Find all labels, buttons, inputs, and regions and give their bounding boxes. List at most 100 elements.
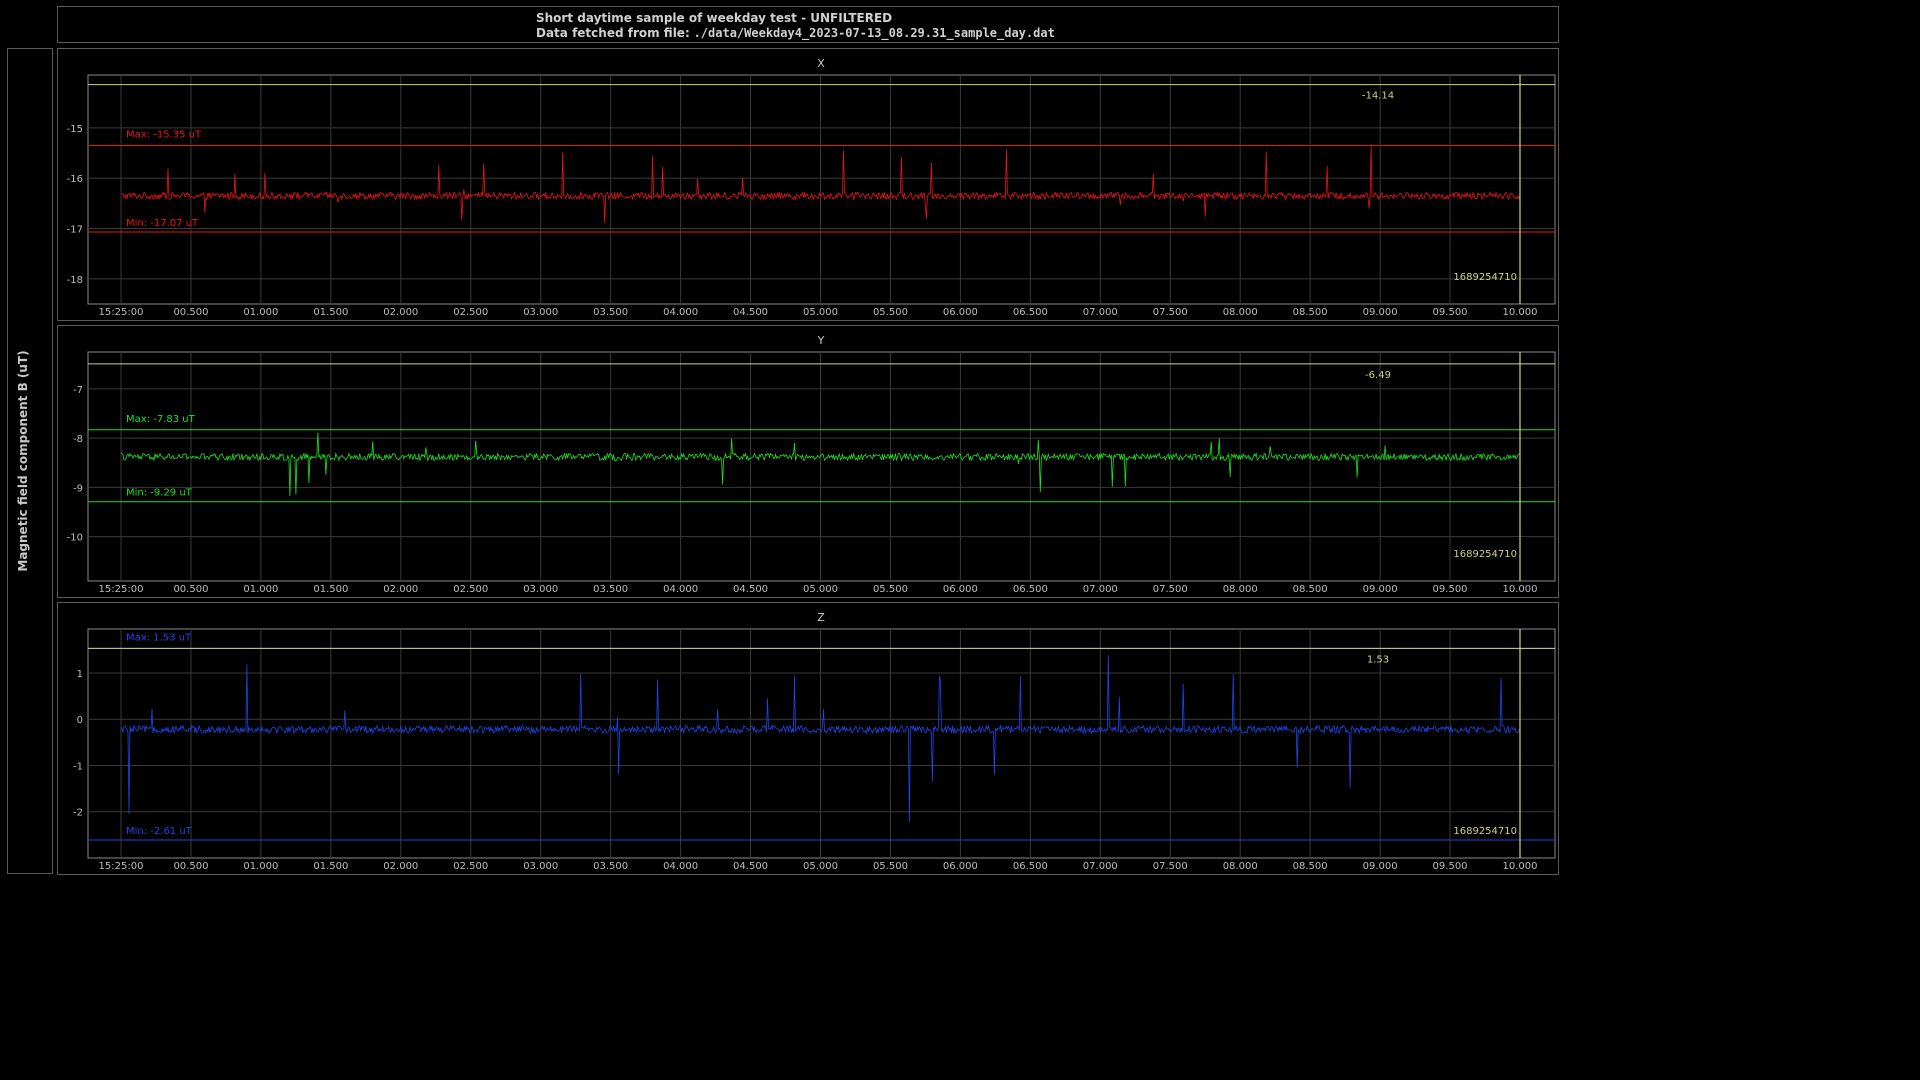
- x-tick-label: 02.500: [453, 584, 488, 595]
- y-tick-label: -18: [67, 275, 83, 286]
- x-tick-label: 02.500: [453, 307, 488, 318]
- y-tick-label: -15: [67, 124, 83, 135]
- y-tick-label: -2: [73, 808, 83, 819]
- x-tick-label: 01.500: [313, 861, 348, 872]
- x-tick-label: 05.500: [873, 307, 908, 318]
- min-label: Min: -2.61 uT: [126, 826, 193, 837]
- x-tick-label: 04.500: [733, 584, 768, 595]
- panel-x: X 15:25:00 00.500 01.000 01.500 02.000 02.500 0…: [57, 48, 1559, 321]
- x-tick-label: 06.000: [943, 584, 978, 595]
- cursor-value-label: 1.53: [1367, 654, 1389, 665]
- y-tick-label: -17: [67, 225, 83, 236]
- x-tick-label: 04.500: [733, 861, 768, 872]
- chart-z: Z 15:25:00 00.500 01.000 01.500 02.000 02.500 0…: [58, 603, 1558, 874]
- panel-title: Z: [817, 611, 825, 624]
- x-tick-label: 08.500: [1293, 307, 1328, 318]
- chart-title: Short daytime sample of weekday test - U…: [536, 11, 892, 25]
- x-tick-label: 02.500: [453, 861, 488, 872]
- x-tick-label: 03.000: [523, 307, 558, 318]
- panel-title: Y: [817, 334, 825, 347]
- x-tick-label: 00.500: [173, 584, 208, 595]
- x-tick-label: 03.500: [593, 861, 628, 872]
- x-tick-label: 10.000: [1503, 584, 1538, 595]
- y-tick-label: -7: [73, 385, 83, 396]
- x-tick-label: 01.500: [313, 584, 348, 595]
- x-tick-label: 02.000: [383, 584, 418, 595]
- x-tick-label: 05.500: [873, 584, 908, 595]
- x-tick-label: 02.000: [383, 861, 418, 872]
- max-label: Max: -15.35 uT: [126, 129, 202, 140]
- x-tick-label: 07.500: [1153, 307, 1188, 318]
- x-tick-label: 07.000: [1083, 307, 1118, 318]
- y-tick-label: -1: [73, 761, 83, 772]
- x-tick-label: 04.000: [663, 307, 698, 318]
- plot-frame: [88, 629, 1555, 858]
- x-tick-label: 10.000: [1503, 307, 1538, 318]
- cursor-time-label: 1689254710: [1453, 549, 1517, 560]
- x-tick-label: 02.000: [383, 307, 418, 318]
- cursor-time-label: 1689254710: [1453, 272, 1517, 283]
- x-tick-label: 06.000: [943, 861, 978, 872]
- x-tick-label: 08.000: [1223, 307, 1258, 318]
- y-axis-label-box: [7, 48, 53, 874]
- x-tick-label: 05.000: [803, 861, 838, 872]
- x-tick-label: 07.000: [1083, 584, 1118, 595]
- y-tick-label: -10: [67, 533, 83, 544]
- x-tick-label: 05.000: [803, 584, 838, 595]
- y-axis-label: Magnetic field component B (uT): [16, 350, 30, 571]
- x-tick-label: 07.500: [1153, 584, 1188, 595]
- x-tick-label: 01.000: [243, 584, 278, 595]
- y-tick-label: -16: [67, 174, 83, 185]
- x-tick-label: 07.500: [1153, 861, 1188, 872]
- x-tick-label: 04.000: [663, 861, 698, 872]
- x-tick-label: 07.000: [1083, 861, 1118, 872]
- panel-y: Y 15:25:00 00.500 01.000 01.500 02.000 02.500 0…: [57, 325, 1559, 598]
- chart-y: Y 15:25:00 00.500 01.000 01.500 02.000 02.500 0…: [58, 326, 1558, 597]
- x-tick-label: 09.000: [1363, 861, 1398, 872]
- cursor-value-label: -14.14: [1362, 91, 1394, 102]
- x-tick-label: 08.000: [1223, 584, 1258, 595]
- x-tick-label: 06.500: [1013, 307, 1048, 318]
- panel-title: X: [817, 57, 825, 70]
- x-tick-label: 10.000: [1503, 861, 1538, 872]
- max-label: Max: -7.83 uT: [126, 414, 196, 425]
- x-tick-label: 06.500: [1013, 584, 1048, 595]
- x-tick-label: 15:25:00: [99, 861, 144, 872]
- x-tick-label: 08.500: [1293, 861, 1328, 872]
- x-tick-label: 01.000: [243, 861, 278, 872]
- min-label: Min: -17.07 uT: [126, 218, 199, 229]
- x-tick-label: 03.500: [593, 584, 628, 595]
- x-tick-label: 00.500: [173, 861, 208, 872]
- x-tick-label: 09.500: [1433, 584, 1468, 595]
- y-tick-label: 0: [77, 715, 83, 726]
- y-tick-label: -9: [73, 483, 83, 494]
- y-tick-label: -8: [73, 434, 83, 445]
- cursor-value-label: -6.49: [1365, 370, 1391, 381]
- subtitle-file-path: ./data/Weekday4_2023-07-13_08.29.31_samp…: [694, 26, 1055, 40]
- x-tick-label: 15:25:00: [99, 584, 144, 595]
- max-label: Max: 1.53 uT: [126, 632, 192, 643]
- x-tick-label: 01.500: [313, 307, 348, 318]
- x-tick-label: 06.000: [943, 307, 978, 318]
- x-tick-label: 03.500: [593, 307, 628, 318]
- x-tick-label: 09.000: [1363, 584, 1398, 595]
- chart-title-box: Short daytime sample of weekday test - U…: [57, 6, 1559, 43]
- x-tick-label: 06.500: [1013, 861, 1048, 872]
- panel-z: Z 15:25:00 00.500 01.000 01.500 02.000 02.500 0…: [57, 602, 1559, 875]
- x-tick-label: 01.000: [243, 307, 278, 318]
- x-tick-label: 08.000: [1223, 861, 1258, 872]
- x-tick-label: 09.000: [1363, 307, 1398, 318]
- y-tick-label: 1: [77, 669, 83, 680]
- plot-frame: [88, 75, 1555, 304]
- x-tick-label: 05.000: [803, 307, 838, 318]
- x-tick-label: 09.500: [1433, 861, 1468, 872]
- x-tick-label: 09.500: [1433, 307, 1468, 318]
- cursor-time-label: 1689254710: [1453, 826, 1517, 837]
- x-tick-label: 08.500: [1293, 584, 1328, 595]
- min-label: Min: -9.29 uT: [126, 488, 193, 499]
- x-tick-label: 15:25:00: [99, 307, 144, 318]
- x-tick-label: 05.500: [873, 861, 908, 872]
- chart-x: X 15:25:00 00.500 01.000 01.500 02.000 02.500 0…: [58, 49, 1558, 320]
- x-tick-label: 04.000: [663, 584, 698, 595]
- x-tick-label: 04.500: [733, 307, 768, 318]
